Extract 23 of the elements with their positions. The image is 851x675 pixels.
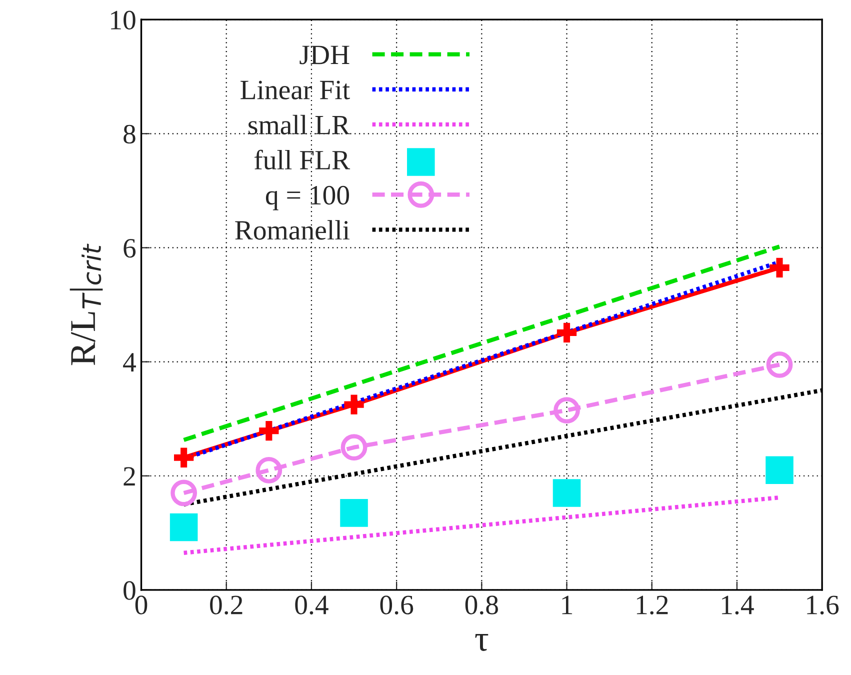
x-tick-label: 0.6: [380, 596, 414, 614]
y-tick-label: 8: [124, 124, 136, 144]
y-tick-label: 0: [124, 581, 136, 600]
legend-label: small LR: [248, 114, 350, 134]
legend-label: JDH: [300, 46, 350, 64]
legend-label: Linear Fit: [240, 80, 350, 100]
legend-label: q = 100: [266, 186, 350, 210]
legend-label: Romanelli: [235, 220, 350, 240]
x-tick-label: 1.2: [636, 596, 668, 614]
x-tick-label: 0.2: [210, 596, 242, 614]
x-tick-label: 1.4: [722, 596, 754, 614]
x-tick-label: 0: [135, 596, 148, 614]
x-tick-label: 1: [562, 596, 572, 614]
y-tick-label: 6: [124, 238, 136, 258]
x-tick-label: 0.4: [295, 596, 328, 614]
legend-label: full FLR: [254, 150, 350, 170]
y-tick-label: 4: [123, 353, 136, 372]
y-tick-label: 10: [111, 10, 136, 30]
y-tick-label: 2: [124, 467, 135, 486]
x-axis-title: τ: [475, 634, 488, 651]
y-axis-title: R/L$_{T}$|$_{crit}$: [70, 244, 103, 366]
x-tick-label: 0.8: [465, 596, 498, 614]
x-tick-label: 1.6: [807, 596, 839, 614]
